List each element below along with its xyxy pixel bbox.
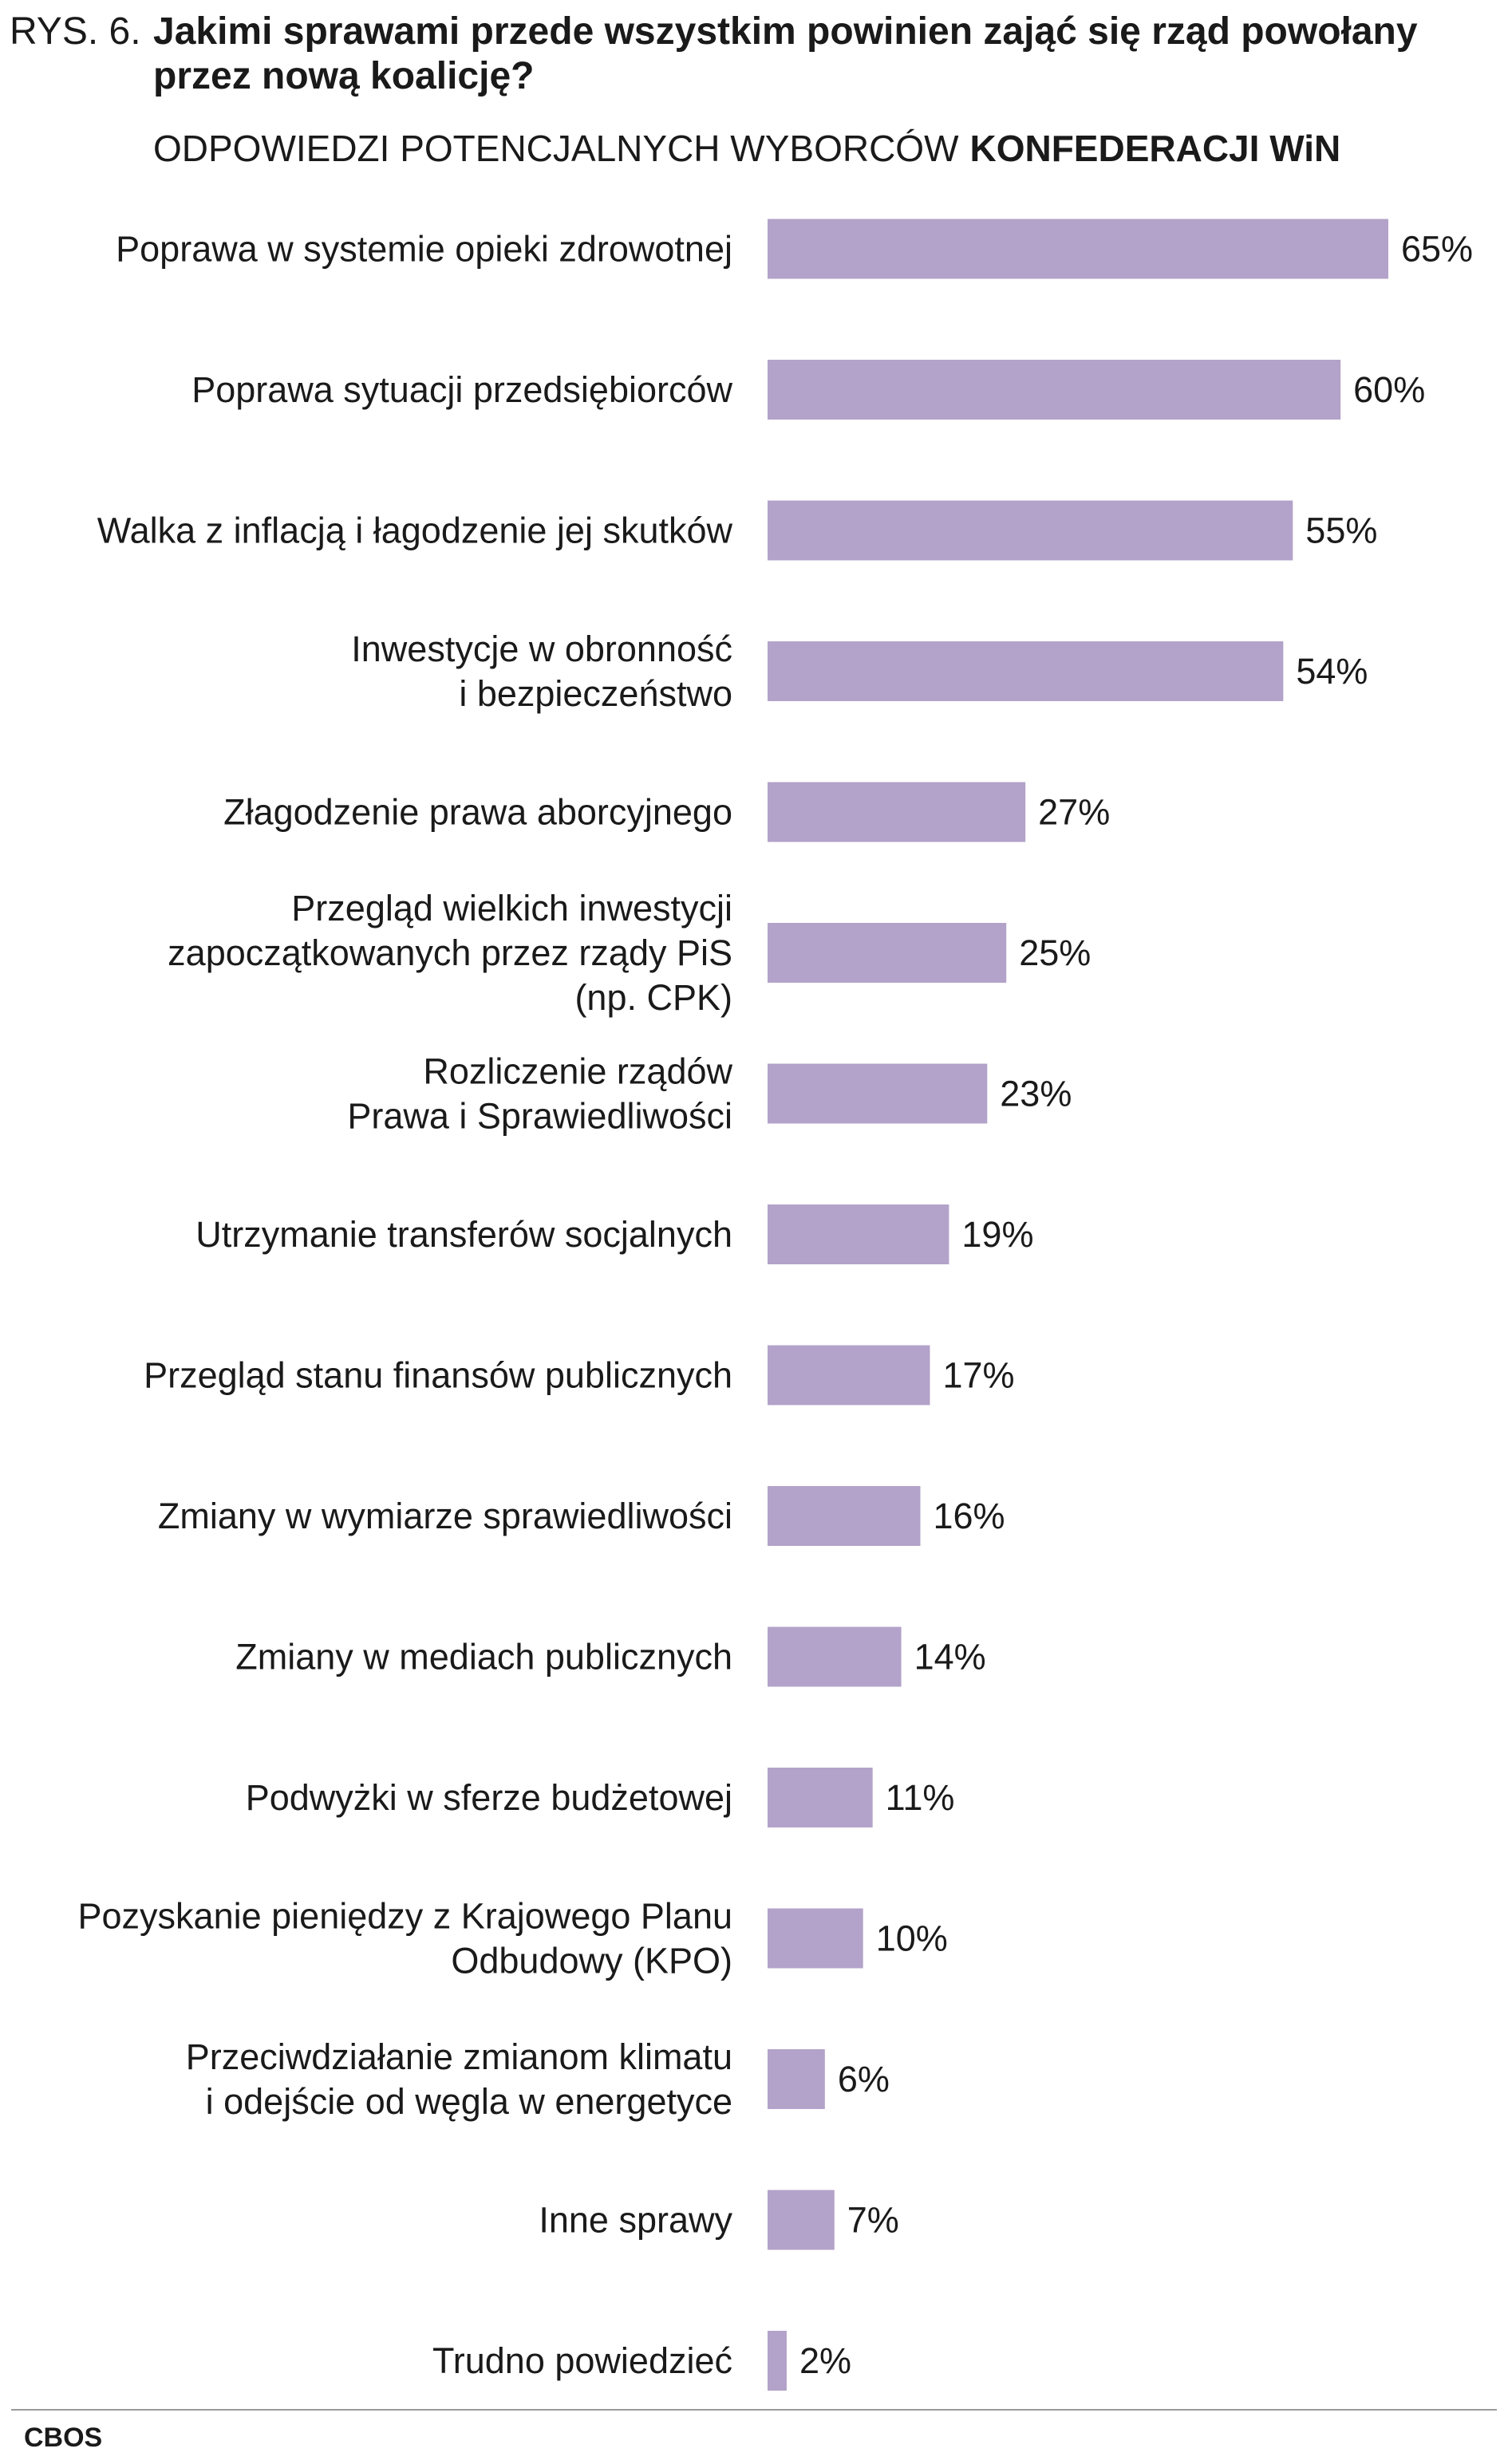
bar <box>768 1768 873 1827</box>
category-label: Inwestycje w obronność <box>351 629 732 669</box>
category-label: zapoczątkowanych przez rządy PiS <box>168 932 732 973</box>
category-label: i odejście od węgla w energetyce <box>206 2081 732 2122</box>
bar <box>768 2331 787 2391</box>
bar <box>768 2049 825 2109</box>
bar <box>768 360 1341 420</box>
figure-number: RYS. 6. <box>10 10 141 53</box>
category-label: Utrzymanie transferów socjalnych <box>195 1214 732 1255</box>
bar <box>768 1908 863 1969</box>
bar-value-label: 19% <box>961 1214 1033 1255</box>
bar <box>768 782 1026 842</box>
chart-subtitle: ODPOWIEDZI POTENCJALNYCH WYBORCÓW KONFEDE… <box>153 126 1340 171</box>
bar-value-label: 55% <box>1305 511 1377 551</box>
bar-value-label: 2% <box>799 2340 851 2381</box>
category-label: Zmiany w mediach publicznych <box>235 1637 732 1677</box>
bar-chart: 65% Poprawa w systemie opieki zdrowotnej 6… <box>78 219 1473 2391</box>
category-label: Prawa i Sprawiedliwości <box>347 1096 732 1137</box>
category-label: Podwyżki w sferze budżetowej <box>246 1777 732 1818</box>
category-label: Trudno powiedzieć <box>432 2340 732 2381</box>
bar-value-label: 17% <box>942 1355 1014 1396</box>
category-label: Inne sprawy <box>539 2200 732 2241</box>
bar-value-label: 7% <box>847 2200 899 2241</box>
bar-value-label: 10% <box>876 1918 948 1959</box>
bar <box>768 1204 949 1264</box>
category-label: Przegląd wielkich inwestycji <box>291 888 732 928</box>
bar <box>768 923 1007 983</box>
bar <box>768 1345 930 1405</box>
bar <box>768 1063 988 1124</box>
category-label: Poprawa sytuacji przedsiębiorców <box>191 369 732 410</box>
category-label: Walka z inflacją i łagodzenie jej skutkó… <box>97 511 733 551</box>
bar-value-label: 11% <box>886 1777 955 1818</box>
chart-title: Jakimi sprawami przede wszystkim powinie… <box>153 10 1418 97</box>
bar-value-label: 54% <box>1296 651 1368 692</box>
category-label: Rozliczenie rządów <box>423 1051 732 1092</box>
bar <box>768 500 1293 561</box>
bar <box>768 2190 835 2250</box>
source-brand: CBOS <box>24 2423 103 2453</box>
category-label: Odbudowy (KPO) <box>451 1941 732 1981</box>
bar-value-label: 60% <box>1353 369 1425 410</box>
category-label: Poprawa w systemie opieki zdrowotnej <box>116 229 732 270</box>
category-label: Pozyskanie pieniędzy z Krajowego Planu <box>78 1896 732 1937</box>
category-label: Przeciwdziałanie zmianom klimatu <box>186 2036 732 2077</box>
bar-value-label: 27% <box>1038 792 1110 833</box>
bar-value-label: 25% <box>1019 932 1091 973</box>
bar-value-label: 23% <box>1000 1074 1072 1114</box>
category-label: Zmiany w wymiarze sprawiedliwości <box>158 1496 732 1536</box>
bar-value-label: 14% <box>914 1637 986 1677</box>
bar <box>768 219 1388 279</box>
bar <box>768 1486 921 1546</box>
category-label: (np. CPK) <box>574 977 732 1018</box>
category-label: Złagodzenie prawa aborcyjnego <box>223 792 732 833</box>
bar-value-label: 6% <box>838 2059 890 2099</box>
footer-divider <box>11 2409 1497 2411</box>
category-label: i bezpieczeństwo <box>459 673 732 714</box>
subtitle-group: KONFEDERACJI WiN <box>969 128 1341 169</box>
bar <box>768 1626 902 1687</box>
bar-value-label: 65% <box>1401 229 1473 270</box>
bar <box>768 641 1284 701</box>
category-label: Przegląd stanu finansów publicznych <box>144 1355 732 1396</box>
subtitle-prefix: ODPOWIEDZI POTENCJALNYCH WYBORCÓW <box>153 128 959 169</box>
bar-value-label: 16% <box>934 1496 1005 1536</box>
